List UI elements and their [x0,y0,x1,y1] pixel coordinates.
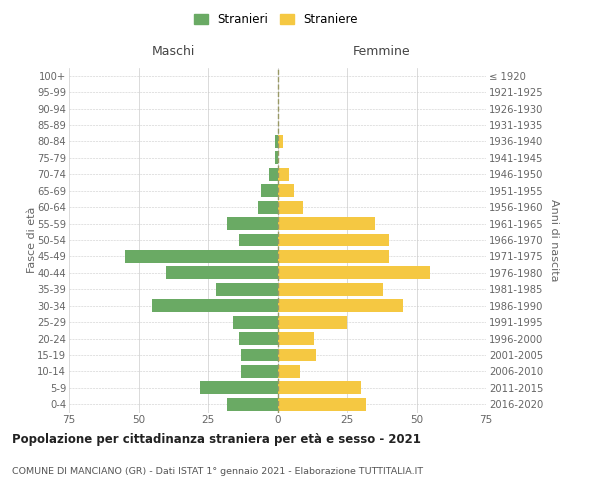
Bar [277,348,316,362]
Bar [241,365,277,378]
Bar [166,266,277,280]
Bar [277,283,383,296]
Y-axis label: Fasce di età: Fasce di età [26,207,37,273]
Bar [277,398,367,410]
Bar [277,365,300,378]
Y-axis label: Anni di nascita: Anni di nascita [549,198,559,281]
Bar [277,135,283,148]
Bar [277,250,389,263]
Bar [227,398,277,410]
Bar [275,135,277,148]
Bar [277,217,375,230]
Text: Maschi: Maschi [152,44,195,58]
Legend: Stranieri, Straniere: Stranieri, Straniere [189,8,363,31]
Bar [217,283,277,296]
Text: Femmine: Femmine [353,44,410,58]
Bar [277,184,294,197]
Bar [258,200,277,213]
Bar [277,316,347,328]
Bar [277,200,302,213]
Bar [275,152,277,164]
Bar [227,217,277,230]
Bar [152,300,277,312]
Bar [233,316,277,328]
Bar [269,168,277,180]
Bar [277,332,314,345]
Bar [239,332,277,345]
Bar [239,234,277,246]
Bar [277,168,289,180]
Bar [277,234,389,246]
Text: COMUNE DI MANCIANO (GR) - Dati ISTAT 1° gennaio 2021 - Elaborazione TUTTITALIA.I: COMUNE DI MANCIANO (GR) - Dati ISTAT 1° … [12,468,423,476]
Bar [277,266,430,280]
Bar [261,184,277,197]
Bar [241,348,277,362]
Bar [277,382,361,394]
Bar [200,382,277,394]
Bar [277,300,403,312]
Text: Popolazione per cittadinanza straniera per età e sesso - 2021: Popolazione per cittadinanza straniera p… [12,432,421,446]
Bar [125,250,277,263]
